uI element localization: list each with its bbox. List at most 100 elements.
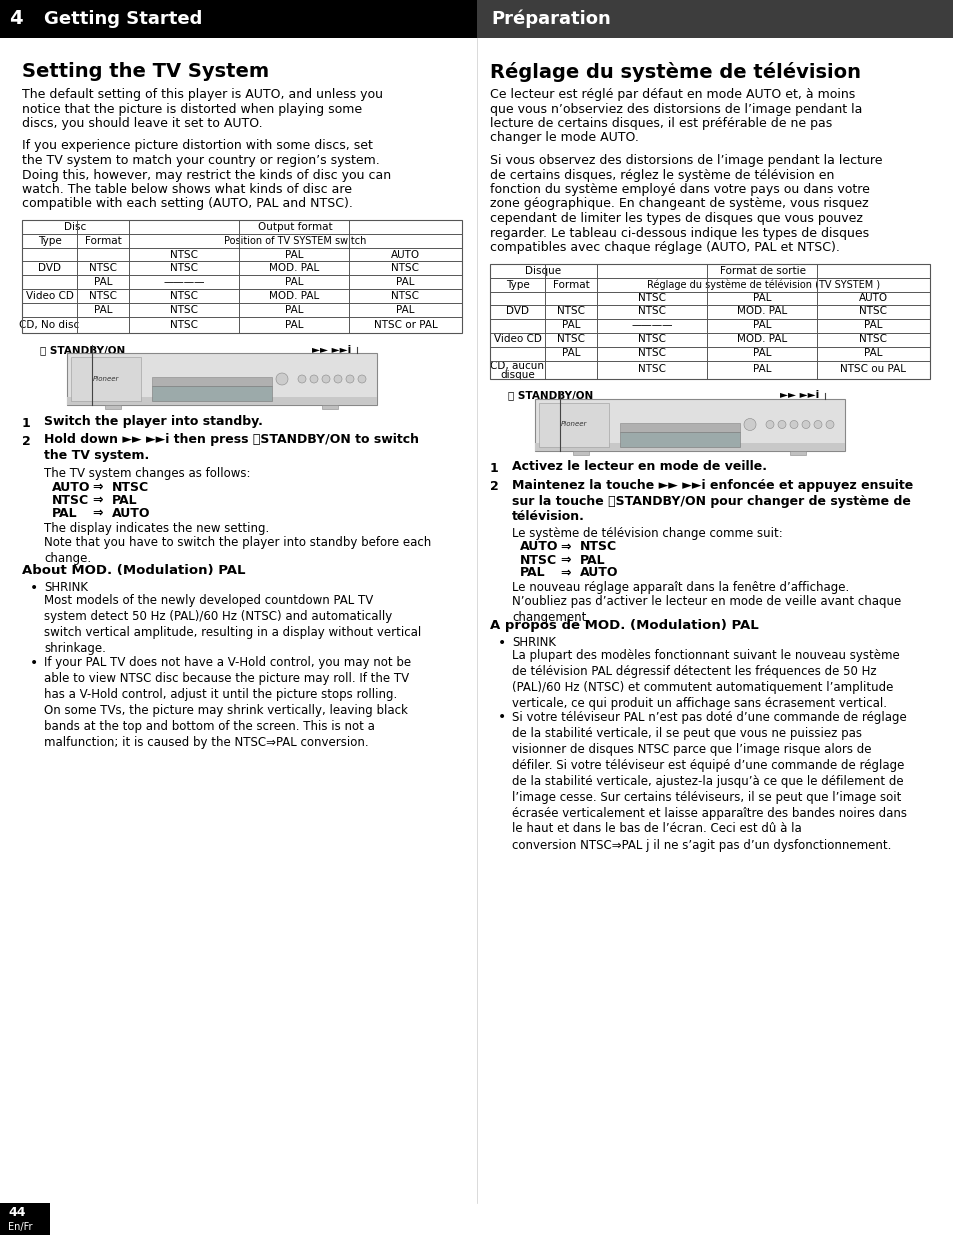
Text: Format: Format — [85, 236, 121, 246]
Text: ⇒: ⇒ — [91, 494, 102, 508]
Text: ————: ———— — [631, 321, 672, 331]
Text: PAL: PAL — [863, 321, 882, 331]
Bar — [538, 403, 608, 447]
Text: NTSC: NTSC — [89, 263, 117, 273]
Text: fonction du système employé dans votre pays ou dans votre: fonction du système employé dans votre p… — [490, 183, 869, 196]
Bar — [535, 399, 844, 451]
Text: MOD. PAL: MOD. PAL — [269, 291, 319, 301]
Text: cependant de limiter les types de disques que vous pouvez: cependant de limiter les types de disque… — [490, 212, 862, 225]
Text: PAL: PAL — [395, 305, 415, 315]
Text: PAL: PAL — [752, 348, 770, 358]
Bar — [573, 451, 588, 454]
Text: If your PAL TV does not have a V-Hold control, you may not be
able to view NTSC : If your PAL TV does not have a V-Hold co… — [44, 656, 411, 748]
Text: Activez le lecteur en mode de veille.: Activez le lecteur en mode de veille. — [512, 461, 766, 473]
Text: ⇒: ⇒ — [91, 508, 102, 520]
Text: NTSC: NTSC — [112, 480, 149, 494]
Text: Si vous observez des distorsions de l’image pendant la lecture: Si vous observez des distorsions de l’im… — [490, 154, 882, 167]
Text: AUTO: AUTO — [52, 480, 91, 494]
Circle shape — [334, 375, 341, 383]
Text: Type: Type — [37, 236, 61, 246]
Text: PAL: PAL — [752, 364, 770, 374]
Text: 44: 44 — [8, 1205, 26, 1219]
Circle shape — [322, 375, 330, 383]
Text: de certains disques, réglez le système de télévision en: de certains disques, réglez le système d… — [490, 168, 834, 182]
Text: PAL: PAL — [284, 305, 303, 315]
Text: NTSC: NTSC — [859, 335, 886, 345]
Text: ⇒: ⇒ — [559, 541, 570, 553]
Text: lecture de certains disques, il est préférable de ne pas: lecture de certains disques, il est préf… — [490, 117, 831, 130]
Circle shape — [765, 420, 773, 429]
Text: regarder. Le tableau ci-dessous indique les types de disques: regarder. Le tableau ci-dessous indique … — [490, 226, 868, 240]
Text: notice that the picture is distorted when playing some: notice that the picture is distorted whe… — [22, 103, 362, 116]
Text: NTSC: NTSC — [638, 306, 665, 316]
Circle shape — [789, 420, 797, 429]
Text: NTSC: NTSC — [170, 305, 198, 315]
Text: Video CD: Video CD — [493, 335, 541, 345]
Text: Si votre téléviseur PAL n’est pas doté d’une commande de réglage
de la stabilité: Si votre téléviseur PAL n’est pas doté d… — [512, 710, 906, 851]
Text: NTSC: NTSC — [638, 364, 665, 374]
Text: NTSC: NTSC — [579, 541, 617, 553]
Text: PAL: PAL — [579, 553, 605, 567]
Text: ►► ►►i: ►► ►►i — [780, 390, 819, 400]
Text: NTSC: NTSC — [638, 348, 665, 358]
Text: En/Fr: En/Fr — [8, 1221, 32, 1233]
Circle shape — [825, 420, 833, 429]
Text: Le nouveau réglage apparaît dans la fenêtre d’affichage.: Le nouveau réglage apparaît dans la fenê… — [512, 582, 848, 594]
Text: Ce lecteur est réglé par défaut en mode AUTO et, à moins: Ce lecteur est réglé par défaut en mode … — [490, 88, 854, 101]
Text: •: • — [30, 580, 38, 595]
Text: About MOD. (Modulation) PAL: About MOD. (Modulation) PAL — [22, 564, 245, 577]
Text: The TV system changes as follows:: The TV system changes as follows: — [44, 467, 251, 480]
Text: NTSC: NTSC — [519, 553, 557, 567]
Text: PAL: PAL — [112, 494, 137, 508]
Text: NTSC: NTSC — [557, 335, 584, 345]
Bar — [619, 422, 740, 431]
Bar — [152, 377, 272, 387]
Text: SHRINK: SHRINK — [44, 580, 88, 594]
Text: •: • — [30, 656, 38, 671]
Text: ————: ———— — [163, 277, 205, 287]
Text: Output format: Output format — [258, 222, 333, 232]
Bar — [67, 353, 376, 405]
Circle shape — [801, 420, 809, 429]
Text: ⇒: ⇒ — [559, 567, 570, 579]
Text: Type: Type — [505, 279, 529, 289]
Text: NTSC: NTSC — [170, 263, 198, 273]
Bar — [619, 431, 740, 447]
Text: MOD. PAL: MOD. PAL — [736, 306, 786, 316]
Text: AUTO: AUTO — [391, 249, 419, 259]
Text: Setting the TV System: Setting the TV System — [22, 62, 269, 82]
Text: 2: 2 — [22, 435, 30, 448]
Text: Doing this, however, may restrict the kinds of disc you can: Doing this, however, may restrict the ki… — [22, 168, 391, 182]
Bar — [152, 387, 272, 401]
Bar — [322, 405, 337, 409]
Text: Format de sortie: Format de sortie — [720, 266, 805, 275]
Text: The default setting of this player is AUTO, and unless you: The default setting of this player is AU… — [22, 88, 382, 101]
Text: PAL: PAL — [561, 321, 579, 331]
Circle shape — [275, 373, 288, 385]
Text: PAL: PAL — [752, 293, 770, 303]
Text: changer le mode AUTO.: changer le mode AUTO. — [490, 131, 639, 144]
Text: NTSC: NTSC — [170, 291, 198, 301]
Text: Pioneer: Pioneer — [560, 421, 587, 427]
Text: Note that you have to switch the player into standby before each
change.: Note that you have to switch the player … — [44, 536, 431, 564]
Bar — [0, 0, 32, 38]
Text: que vous n’observiez des distorsions de l’image pendant la: que vous n’observiez des distorsions de … — [490, 103, 862, 116]
Text: PAL: PAL — [284, 320, 303, 330]
Text: N’oubliez pas d’activer le lecteur en mode de veille avant chaque
changement.: N’oubliez pas d’activer le lecteur en mo… — [512, 595, 901, 625]
Circle shape — [357, 375, 366, 383]
Text: PAL: PAL — [52, 508, 77, 520]
Text: NTSC: NTSC — [638, 293, 665, 303]
Text: NTSC: NTSC — [557, 306, 584, 316]
Text: ⏻ STANDBY/ON: ⏻ STANDBY/ON — [507, 390, 593, 400]
Text: NTSC: NTSC — [391, 291, 419, 301]
Text: Video CD: Video CD — [26, 291, 73, 301]
Text: Switch the player into standby.: Switch the player into standby. — [44, 415, 263, 429]
Text: compatibles avec chaque réglage (AUTO, PAL et NTSC).: compatibles avec chaque réglage (AUTO, P… — [490, 241, 839, 254]
Text: The display indicates the new setting.: The display indicates the new setting. — [44, 522, 269, 535]
Text: Most models of the newly developed countdown PAL TV
system detect 50 Hz (PAL)/60: Most models of the newly developed count… — [44, 594, 421, 655]
Text: AUTO: AUTO — [519, 541, 558, 553]
Text: PAL: PAL — [863, 348, 882, 358]
Text: SHRINK: SHRINK — [512, 636, 556, 650]
Bar — [105, 405, 121, 409]
Text: PAL: PAL — [395, 277, 415, 287]
